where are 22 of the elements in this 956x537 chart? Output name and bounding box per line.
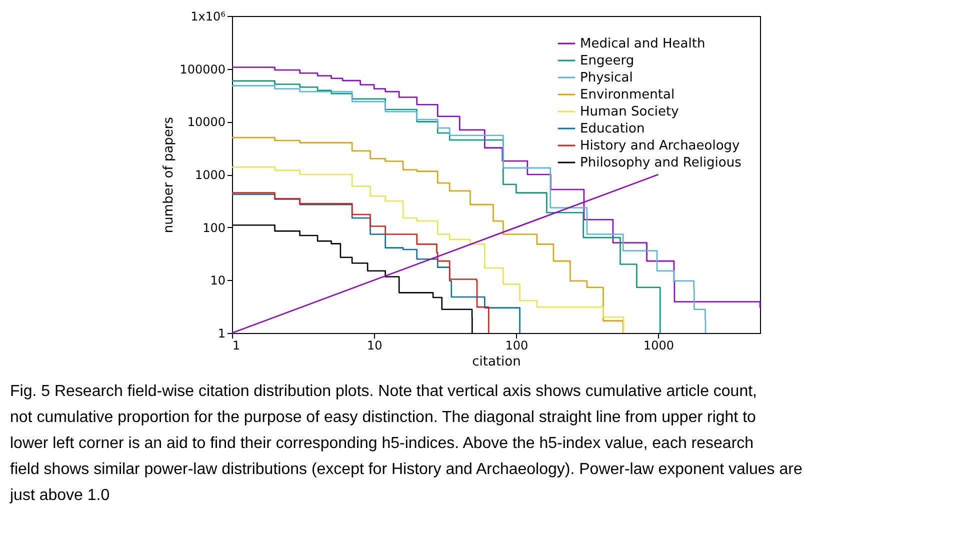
x-tick-label: 100 (505, 338, 528, 352)
y-tick-label: 1000 (194, 168, 226, 182)
y-tick-label: 100 (202, 220, 226, 235)
x-tick-label: 1000 (643, 338, 674, 352)
x-tick-label: 10 (366, 338, 382, 352)
legend-label: Engeerg (580, 54, 634, 68)
y-tick-label: 100000 (180, 62, 226, 76)
legend-label: Physical (580, 70, 633, 86)
y-tick-label: 10000 (187, 115, 226, 130)
legend-label: Medical and Health (580, 36, 706, 52)
caption: Fig. 5 Research field-wise citation distribution plots. Note that vertical axis shows cumulative article count, not cumulative proportion for the purpose of easy distinction. The diagonal straight line from upper right to lower left corner is an aid to find their corresponding h5-indices. Above the h5-index value, each research field shows similar power-law distributions (except for History and Archaeology). Power-law exponent values are just above 1.0 (9, 383, 802, 504)
x-tick-label: 1 (232, 338, 240, 352)
y-tick-label: 1 (218, 326, 226, 340)
y-axis-title: number of papers (162, 116, 177, 234)
x-axis-title: citation (472, 354, 521, 370)
y-tick-label: 10 (210, 274, 226, 288)
legend-label: History and Archaeology (580, 138, 740, 154)
y-tick-label: 1x10⁶ (190, 10, 226, 24)
legend-label: Human Society (580, 104, 680, 120)
legend-label: Philosophy and Religious (580, 156, 742, 170)
legend-label: Education (580, 122, 645, 136)
legend-label: Environmental (580, 88, 675, 102)
